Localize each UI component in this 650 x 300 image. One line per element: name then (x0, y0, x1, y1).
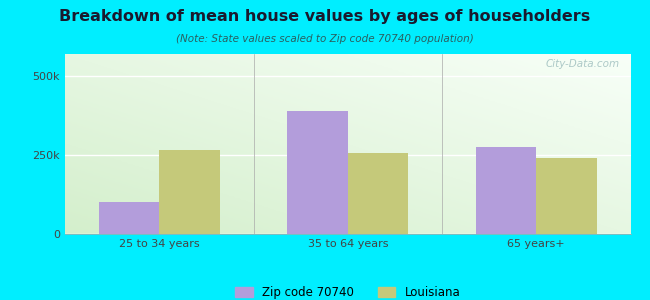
Text: (Note: State values scaled to Zip code 70740 population): (Note: State values scaled to Zip code 7… (176, 34, 474, 44)
Bar (287, 111, 348, 234)
Text: City-Data.com: City-Data.com (545, 59, 619, 69)
Bar (536, 158, 597, 234)
Legend: Zip code 70740, Louisiana: Zip code 70740, Louisiana (230, 281, 465, 300)
Text: Breakdown of mean house values by ages of householders: Breakdown of mean house values by ages o… (59, 9, 591, 24)
Bar (348, 154, 408, 234)
Bar (159, 150, 220, 234)
Bar (476, 147, 536, 234)
Bar (99, 202, 159, 234)
